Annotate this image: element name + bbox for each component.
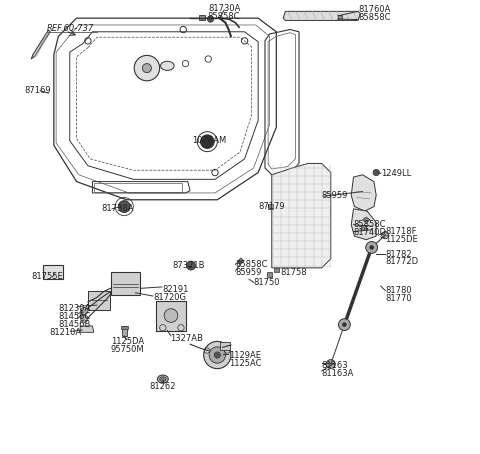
Text: 81780: 81780 [385,286,412,295]
Text: 81230A: 81230A [59,304,91,313]
Text: 1125AC: 1125AC [228,359,261,368]
Polygon shape [31,30,50,59]
Text: 81210A: 81210A [49,328,82,337]
Circle shape [338,319,350,331]
Text: 85858C: 85858C [236,260,268,269]
Text: REF.60-737: REF.60-737 [47,24,95,33]
Text: 85858C: 85858C [208,12,240,21]
Circle shape [81,315,88,322]
Bar [274,268,278,272]
Text: 81782: 81782 [385,250,412,259]
Circle shape [186,261,195,270]
Circle shape [201,135,214,148]
Bar [267,272,272,277]
Text: 81750: 81750 [253,278,280,287]
Bar [199,15,204,20]
Text: 81163A: 81163A [322,369,354,378]
Text: 81262: 81262 [150,382,176,391]
Circle shape [207,16,214,22]
Circle shape [81,307,88,315]
Text: 1327AB: 1327AB [169,334,203,343]
Text: 81770: 81770 [385,294,412,303]
Bar [122,326,127,336]
Bar [43,265,63,279]
Text: 1125DE: 1125DE [385,235,418,244]
Text: 85959: 85959 [236,268,262,277]
Text: 81163: 81163 [322,361,348,370]
Text: 85858C: 85858C [358,13,391,22]
Circle shape [373,169,379,176]
Circle shape [204,341,231,369]
Text: 81456B: 81456B [59,320,91,329]
Text: 1249LL: 1249LL [381,169,411,178]
Text: 87179: 87179 [258,202,285,211]
Text: 81740D: 81740D [353,228,386,237]
Polygon shape [351,175,376,211]
Circle shape [143,64,152,73]
Bar [156,301,185,331]
Bar [94,183,182,192]
Ellipse shape [160,377,166,381]
Bar [110,272,140,295]
Text: 81755E: 81755E [31,272,63,281]
Text: 1125DA: 1125DA [110,337,144,346]
Circle shape [214,352,220,358]
Circle shape [134,55,160,81]
Ellipse shape [160,61,174,70]
Circle shape [119,201,130,212]
Polygon shape [351,209,376,240]
Text: 87321B: 87321B [172,261,204,270]
Text: 85858C: 85858C [353,220,386,229]
Polygon shape [362,217,370,222]
Circle shape [366,242,378,253]
Text: 81758: 81758 [281,268,308,277]
Text: 81772D: 81772D [385,257,419,266]
Circle shape [370,245,374,250]
Text: 82191: 82191 [163,285,189,294]
Text: 81760A: 81760A [358,5,390,14]
Text: 81718F: 81718F [385,227,417,236]
Bar [88,291,110,310]
Polygon shape [238,258,244,264]
Polygon shape [272,163,331,268]
Circle shape [342,322,347,327]
Text: 81456C: 81456C [59,312,91,321]
Text: 1076AM: 1076AM [192,136,227,145]
Polygon shape [283,11,360,20]
Bar [268,204,273,209]
Text: 95750M: 95750M [110,345,144,354]
Circle shape [209,347,226,363]
Ellipse shape [157,375,168,383]
Polygon shape [80,326,94,332]
Circle shape [326,360,336,369]
Bar [337,15,342,20]
Circle shape [164,309,178,322]
Circle shape [382,232,389,239]
Text: 1129AE: 1129AE [228,350,261,360]
Text: 85959: 85959 [322,191,348,200]
Text: 81730A: 81730A [208,4,240,13]
Bar [219,342,229,350]
Bar [361,225,366,230]
Text: 81720G: 81720G [154,293,187,302]
Bar [120,326,128,329]
Text: 81738A: 81738A [102,204,134,213]
Text: 87169: 87169 [24,86,51,95]
